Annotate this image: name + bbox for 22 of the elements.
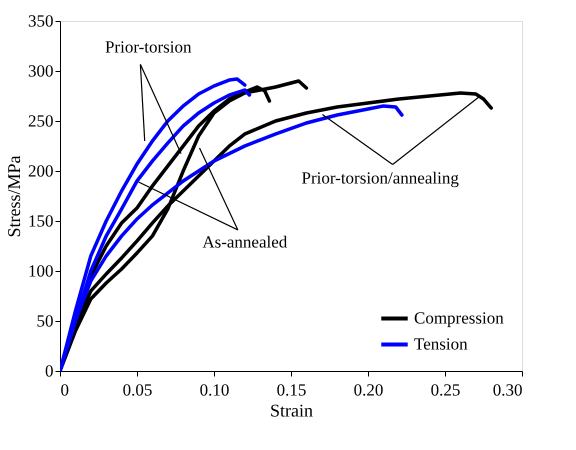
y-tick-label: 250 [28,112,54,130]
x-tick-label: 0.25 [430,380,460,400]
y-tick-label: 0 [45,362,54,380]
annotation: Prior-torsion/annealing [301,168,460,188]
annotation: As-annealed [202,232,288,252]
y-tick-label: 350 [28,12,54,30]
y-tick-label: 50 [36,312,54,330]
y-tick-label: 150 [28,212,54,230]
x-tick-label: 0.10 [200,380,230,400]
x-tick-label: 0.15 [276,380,306,400]
legend-label: Tension [414,334,468,354]
y-tick-label: 200 [28,162,54,180]
x-tick-label: 0 [60,380,69,400]
x-tick-label: 0.20 [354,380,384,400]
x-tick-label: 0.30 [492,380,522,400]
annotation: Prior-torsion [104,37,192,56]
x-axis-title: Strain [270,400,313,420]
y-tick-label: 100 [28,262,54,280]
legend-label: Compression [414,308,504,328]
y-axis-title: Stress/MPa [4,155,24,238]
x-tick-label: 0.05 [122,380,152,400]
y-tick-label: 300 [28,62,54,80]
